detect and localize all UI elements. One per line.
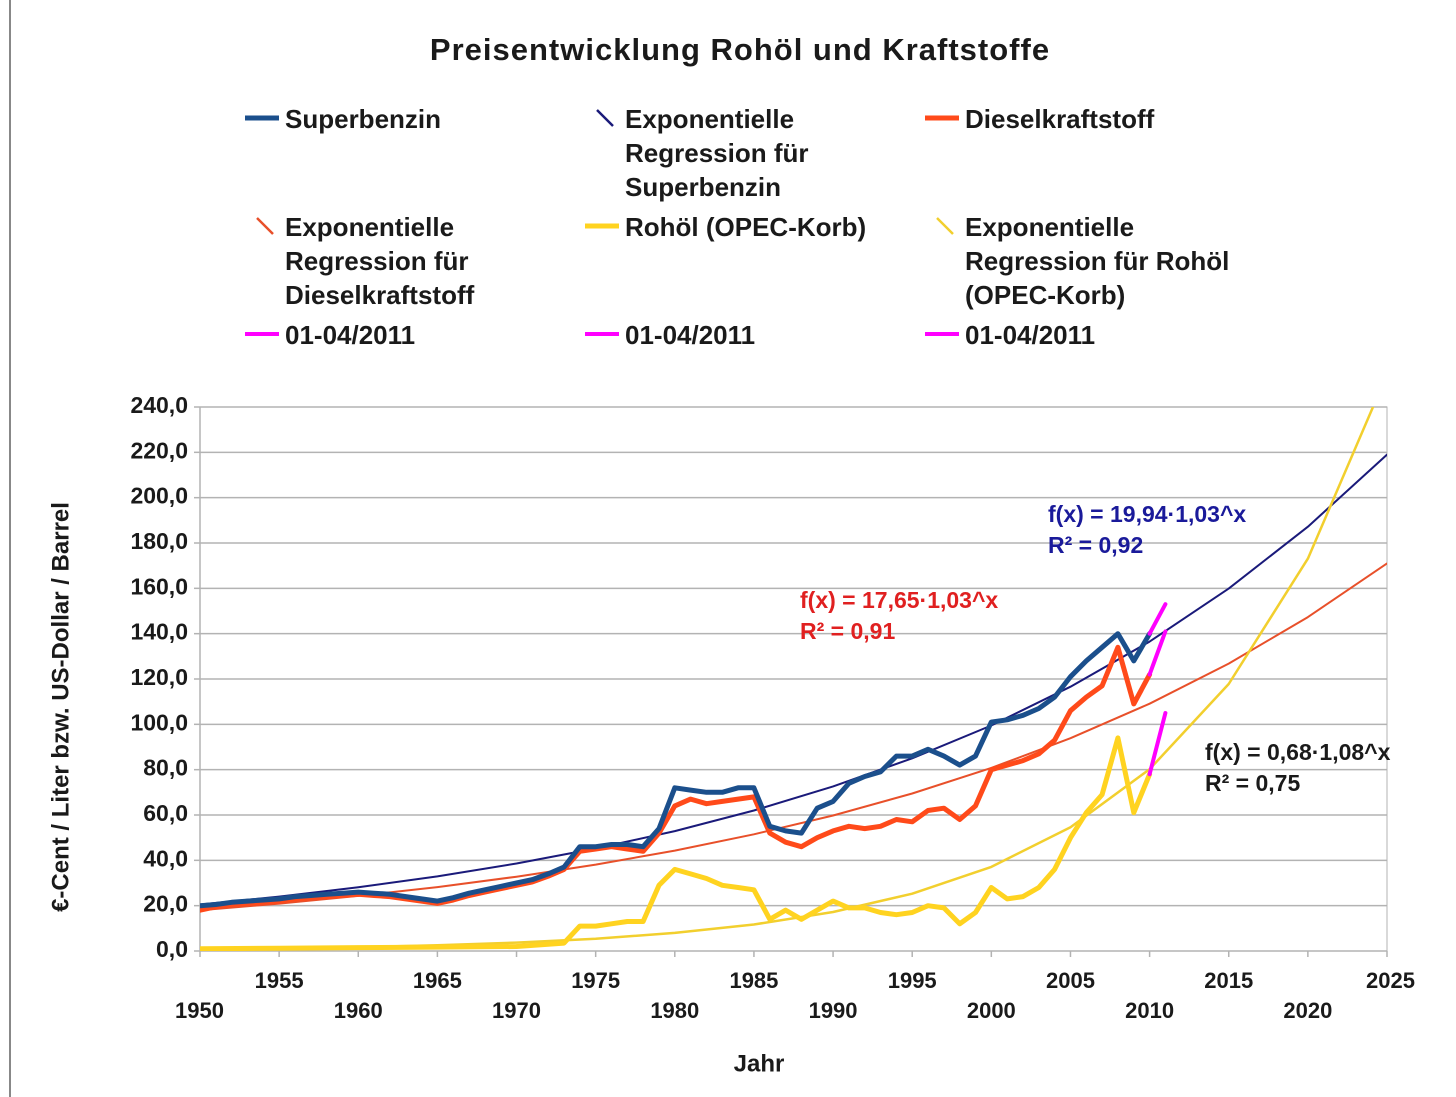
annotation: R² = 0,75 <box>1205 770 1300 796</box>
legend-entry: Exponentielle Regression für Dieselkraft… <box>245 210 550 312</box>
series-line <box>1147 711 1168 777</box>
series-line <box>1147 602 1168 636</box>
x-axis-label: Jahr <box>734 1050 785 1077</box>
x-tick-label: 2025 <box>1366 968 1415 993</box>
legend-entry: Exponentielle Regression für Rohöl (OPEC… <box>925 210 1230 312</box>
y-tick-label: 0,0 <box>156 936 188 962</box>
y-tick-label: 40,0 <box>143 845 188 871</box>
y-tick-label: 20,0 <box>143 891 188 917</box>
legend-entry: 01-04/2011 <box>585 318 890 352</box>
legend-symbol <box>245 115 279 121</box>
legend-line <box>256 217 274 235</box>
x-tick-label: 1970 <box>492 998 541 1023</box>
x-tick-label: 1955 <box>255 968 304 993</box>
legend-label: 01-04/2011 <box>285 320 416 350</box>
y-tick-label: 140,0 <box>130 619 188 645</box>
annotation: R² = 0,91 <box>800 618 895 644</box>
y-tick-label: 200,0 <box>130 483 188 509</box>
legend-entry: Dieselkraftstoff <box>925 102 1230 136</box>
legend-line <box>936 217 954 235</box>
chart-title: Preisentwicklung Rohöl und Kraftstoffe <box>430 32 1050 67</box>
x-tick-label: 2010 <box>1125 998 1174 1023</box>
y-axis-label: €-Cent / Liter bzw. US-Dollar / Barrel <box>47 502 74 912</box>
y-tick-label: 120,0 <box>130 664 188 690</box>
legend-label: 01-04/2011 <box>965 320 1096 350</box>
legend-label: Exponentielle Regression für Dieselkraft… <box>285 212 475 310</box>
x-tick-label: 1950 <box>175 998 224 1023</box>
legend-entry: 01-04/2011 <box>245 318 550 352</box>
legend-entry: Exponentielle Regression für Superbenzin <box>585 102 890 204</box>
legend-symbol <box>585 332 619 336</box>
series-line <box>200 631 1153 909</box>
annotation: R² = 0,92 <box>1048 532 1143 558</box>
legend-entry: 01-04/2011 <box>925 318 1230 352</box>
legend-label: Exponentielle Regression für Rohöl (OPEC… <box>965 212 1230 310</box>
x-tick-label: 1975 <box>571 968 620 993</box>
y-tick-label: 60,0 <box>143 800 188 826</box>
x-tick-label: 1960 <box>334 998 383 1023</box>
legend-symbol <box>585 223 619 229</box>
annotation: f(x) = 17,65·1,03^x <box>800 587 998 613</box>
legend-label: Superbenzin <box>285 104 442 134</box>
y-tick-label: 180,0 <box>130 528 188 554</box>
legend-line <box>596 109 614 127</box>
series-line <box>1147 629 1168 677</box>
legend-label: Dieselkraftstoff <box>965 104 1155 134</box>
annotation: f(x) = 19,94·1,03^x <box>1048 501 1246 527</box>
series-line <box>200 562 1387 912</box>
x-tick-label: 2000 <box>967 998 1016 1023</box>
legend-symbol <box>256 217 274 235</box>
series-line <box>200 735 1153 951</box>
legend-entry: Superbenzin <box>245 102 550 136</box>
x-tick-label: 2005 <box>1046 968 1095 993</box>
legend-label: 01-04/2011 <box>625 320 756 350</box>
legend-label: Rohöl (OPEC-Korb) <box>625 212 867 242</box>
legend-symbol <box>925 115 959 121</box>
series-group <box>200 407 1387 951</box>
x-tick-label: 2020 <box>1283 998 1332 1023</box>
legend-symbol <box>936 217 954 235</box>
y-tick-label: 240,0 <box>130 392 188 418</box>
legend-symbol <box>925 332 959 336</box>
y-tick-label: 100,0 <box>130 709 188 735</box>
y-tick-label: 160,0 <box>130 573 188 599</box>
y-tick-label: 80,0 <box>143 755 188 781</box>
x-tick-label: 1965 <box>413 968 462 993</box>
y-tick-label: 220,0 <box>130 437 188 463</box>
x-tick-label: 1980 <box>650 998 699 1023</box>
x-tick-label: 2015 <box>1204 968 1253 993</box>
annotation: f(x) = 0,68·1,08^x <box>1205 739 1391 765</box>
x-tick-label: 1990 <box>809 998 858 1023</box>
legend-label: Exponentielle Regression für Superbenzin <box>625 104 809 202</box>
legend-symbol <box>596 109 614 127</box>
legend-entry: Rohöl (OPEC-Korb) <box>585 210 890 244</box>
x-tick-label: 1995 <box>888 968 937 993</box>
legend-symbol <box>245 332 279 336</box>
x-tick-label: 1985 <box>729 968 778 993</box>
series-line <box>200 453 1387 906</box>
